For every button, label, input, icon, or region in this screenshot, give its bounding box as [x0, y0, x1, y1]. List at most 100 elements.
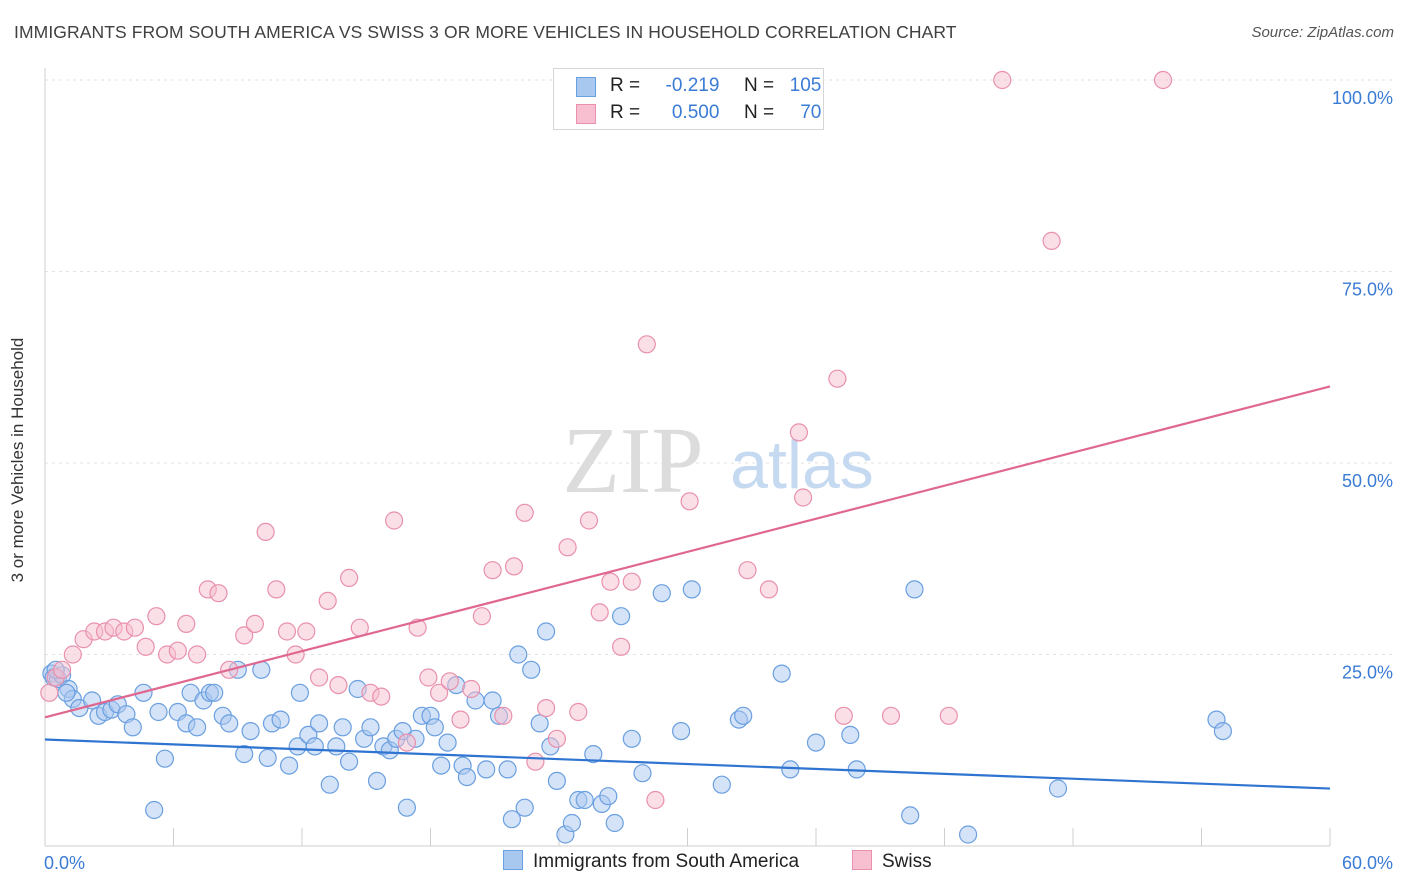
immigrants-point-67 [502, 810, 521, 829]
series-swiss-points [40, 70, 1173, 810]
swiss-point-14 [177, 614, 196, 634]
immigrants-point-58 [438, 733, 457, 752]
immigrants-point-38 [305, 737, 324, 756]
swiss-point-51 [579, 511, 599, 530]
legend-swatch-immigrants [576, 77, 596, 97]
swiss-point-13 [168, 641, 187, 660]
bottom-legend-label-swiss: Swiss [882, 851, 932, 872]
immigrants-point-72 [536, 622, 556, 641]
immigrants-point-99 [958, 825, 978, 844]
swiss-point-25 [297, 622, 316, 641]
immigrants-point-94 [806, 733, 826, 752]
swiss-point-69 [1153, 70, 1173, 90]
swiss-point-66 [939, 706, 958, 725]
swiss-point-46 [526, 752, 545, 771]
legend-n-label: N = [743, 75, 775, 96]
swiss-point-59 [738, 561, 757, 580]
immigrants-point-64 [483, 691, 502, 710]
immigrants-point-42 [333, 718, 352, 737]
immigrants-point-41 [327, 737, 346, 756]
swiss-point-58 [680, 492, 699, 511]
swiss-point-26 [310, 668, 329, 687]
watermark: ZIP atlas [563, 409, 874, 513]
swiss-point-41 [472, 607, 491, 626]
swiss-point-19 [235, 626, 254, 645]
bottom-legend-swatch-swiss [852, 850, 872, 870]
immigrants-point-88 [682, 580, 701, 599]
immigrants-point-71 [530, 714, 549, 733]
immigrants-point-95 [841, 725, 860, 745]
immigrants-point-93 [781, 760, 800, 779]
immigrants-point-66 [498, 760, 517, 779]
immigrants-point-36 [290, 683, 309, 702]
swiss-point-15 [188, 645, 207, 664]
immigrants-point-85 [633, 764, 652, 783]
immigrants-point-76 [562, 813, 582, 833]
swiss-point-37 [430, 683, 449, 702]
correlation-legend: R = -0.219 N = 105 R = 0.500 N = 70 [553, 68, 824, 130]
swiss-point-33 [385, 511, 404, 530]
immigrants-point-47 [367, 771, 387, 791]
immigrants-point-102 [1213, 721, 1233, 741]
immigrants-point-39 [310, 714, 329, 733]
swiss-point-47 [536, 698, 556, 718]
immigrants-point-104 [57, 683, 76, 702]
x-tick-label-min: 0.0% [44, 853, 85, 873]
legend-r-label: R = [610, 75, 641, 96]
swiss-point-61 [789, 423, 809, 442]
y-tick-labels: 25.0% 50.0% 75.0% 100.0% [1332, 88, 1393, 683]
legend-swatch-swiss [576, 104, 596, 124]
immigrants-point-15 [145, 800, 164, 820]
swiss-point-11 [147, 607, 166, 626]
swiss-point-34 [397, 733, 416, 752]
swiss-point-60 [759, 580, 779, 599]
x-tick-labels: 0.0% 60.0% [44, 853, 1393, 873]
legend-n-value: 105 [789, 75, 822, 96]
immigrants-point-46 [361, 718, 380, 737]
chart-title: IMMIGRANTS FROM SOUTH AMERICA VS SWISS 3… [14, 22, 957, 42]
swiss-point-63 [828, 369, 847, 388]
immigrants-point-79 [584, 744, 603, 764]
immigrants-point-21 [188, 718, 207, 737]
immigrants-point-28 [235, 744, 254, 764]
y-tick-label-1: 50.0% [1342, 471, 1393, 491]
immigrants-point-29 [241, 721, 260, 741]
immigrants-point-56 [425, 718, 444, 737]
swiss-point-54 [611, 637, 631, 656]
swiss-point-17 [209, 584, 228, 603]
immigrants-point-40 [320, 775, 339, 794]
swiss-point-42 [483, 561, 502, 580]
source-label: Source: ZipAtlas.com [1251, 24, 1394, 41]
immigrants-point-63 [477, 760, 496, 779]
swiss-point-39 [451, 710, 470, 729]
legend-r-value: -0.219 [665, 75, 720, 96]
immigrants-point-97 [901, 806, 920, 825]
swiss-point-52 [590, 603, 609, 622]
immigrants-point-89 [712, 775, 731, 794]
immigrants-point-81 [599, 787, 618, 806]
y-tick-label-0: 25.0% [1342, 663, 1393, 683]
immigrants-point-17 [155, 749, 174, 768]
swiss-point-3 [63, 645, 82, 664]
immigrants-point-86 [652, 584, 671, 603]
swiss-point-0 [40, 683, 59, 702]
immigrants-point-34 [280, 756, 299, 775]
immigrants-point-26 [220, 714, 239, 733]
immigrants-point-43 [340, 752, 359, 771]
immigrants-trend-line [44, 738, 1331, 790]
immigrants-point-52 [397, 798, 416, 817]
swiss-point-38 [440, 672, 459, 691]
series-immigrants-points [42, 580, 1233, 844]
swiss-point-49 [558, 538, 577, 557]
immigrants-point-68 [509, 645, 528, 664]
swiss-point-28 [329, 675, 348, 695]
immigrants-point-31 [258, 748, 277, 768]
immigrants-point-33 [271, 710, 290, 729]
bottom-legend-swiss: Swiss [852, 850, 932, 873]
watermark-zip: ZIP [563, 409, 704, 513]
immigrants-point-82 [605, 813, 624, 833]
swiss-point-68 [1042, 231, 1061, 250]
swiss-point-67 [993, 70, 1012, 90]
swiss-point-43 [494, 706, 513, 725]
